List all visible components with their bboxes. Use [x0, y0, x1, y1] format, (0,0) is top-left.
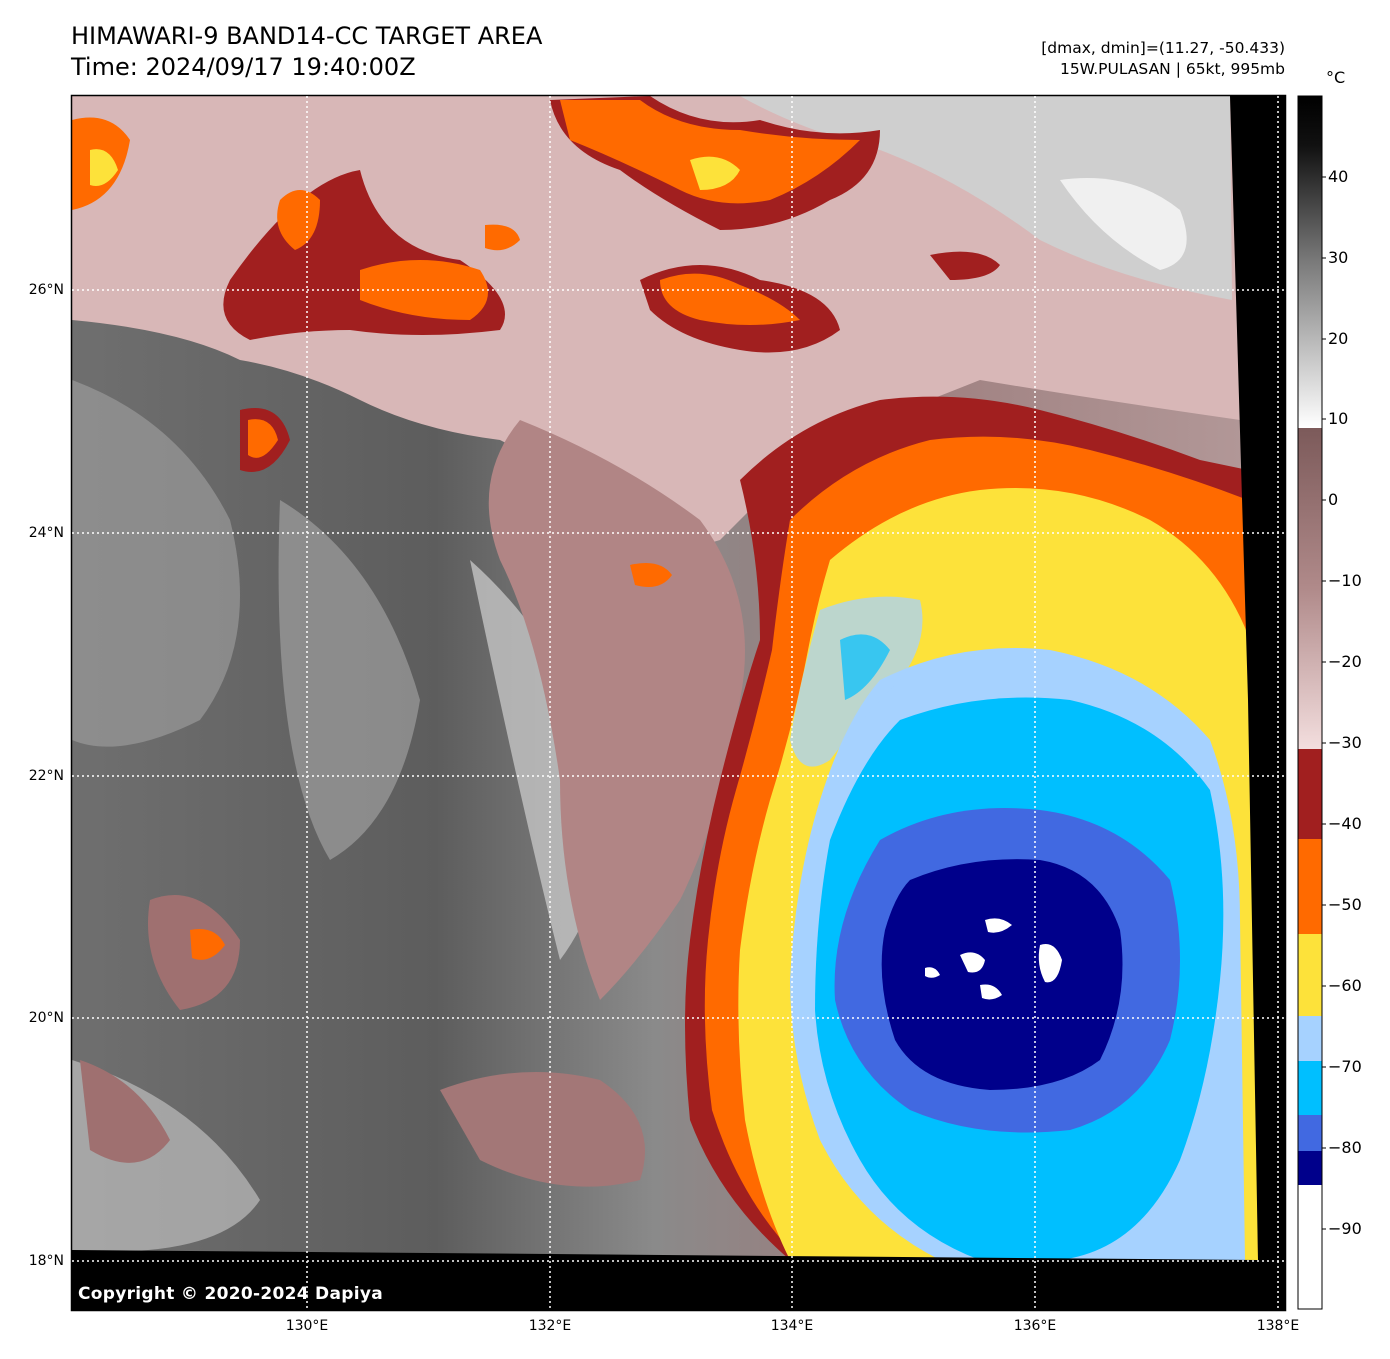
- lat-label-22n: 22°N: [28, 768, 64, 784]
- colorbar-white-segment: [1298, 1185, 1322, 1309]
- colorbar: [1297, 95, 1326, 1310]
- lat-label-20n: 20°N: [28, 1010, 64, 1026]
- colorbar-yellow-segment: [1298, 934, 1322, 1016]
- colorbar-unit: °C: [1326, 68, 1346, 87]
- colorbar-darkred-segment: [1298, 749, 1322, 839]
- colorbar-warm-segment: [1298, 96, 1322, 428]
- map-time: Time: 2024/09/17 19:40:00Z: [71, 53, 416, 81]
- colorbar-tick-label: −20: [1328, 652, 1362, 671]
- lon-label-132e: 132°E: [528, 1318, 572, 1334]
- map-frame: [70, 94, 1287, 1312]
- colorbar-navy-segment: [1298, 1151, 1322, 1185]
- colorbar-tick-label: 0: [1328, 490, 1339, 509]
- dmax-dmin-readout: [dmax, dmin]=(11.27, -50.433): [1041, 39, 1285, 57]
- copyright-label: Copyright © 2020-2024 Dapiya: [78, 1284, 383, 1304]
- lat-label-26n: 26°N: [28, 282, 64, 298]
- colorbar-frame: [1297, 95, 1323, 1310]
- colorbar-royalblue-segment: [1298, 1115, 1322, 1151]
- colorbar-tick-label: −30: [1328, 733, 1362, 752]
- colorbar-pink-segment: [1298, 428, 1322, 749]
- colorbar-skyblue-segment: [1298, 1061, 1322, 1115]
- map-title: HIMAWARI-9 BAND14-CC TARGET AREA: [71, 22, 543, 50]
- colorbar-tick-label: −50: [1328, 895, 1362, 914]
- colorbar-ticks: [1322, 176, 1326, 1230]
- colorbar-tick-label: −70: [1328, 1057, 1362, 1076]
- lon-label-130e: 130°E: [285, 1318, 329, 1334]
- lat-label-18n: 18°N: [28, 1253, 64, 1269]
- colorbar-tick-label: −80: [1328, 1138, 1362, 1157]
- lon-label-138e: 138°E: [1256, 1318, 1300, 1334]
- lat-label-24n: 24°N: [28, 525, 64, 541]
- colorbar-tick-label: −40: [1328, 814, 1362, 833]
- colorbar-lightblue-segment: [1298, 1016, 1322, 1061]
- storm-info: 15W.PULASAN | 65kt, 995mb: [1059, 60, 1285, 78]
- colorbar-tick-label: −10: [1328, 571, 1362, 590]
- colorbar-tick-label: 20: [1328, 329, 1349, 348]
- colorbar-tick-label: −60: [1328, 976, 1362, 995]
- colorbar-orange-segment: [1298, 839, 1322, 934]
- lon-label-136e: 136°E: [1013, 1318, 1057, 1334]
- colorbar-tick-label: 40: [1328, 167, 1349, 186]
- colorbar-tick-label: −90: [1328, 1219, 1362, 1238]
- graticule: [72, 96, 1285, 1310]
- colorbar-tick-label: 10: [1328, 409, 1349, 428]
- colorbar-tick-label: 30: [1328, 248, 1349, 267]
- imagery-layer: [72, 96, 1285, 1310]
- lon-label-134e: 134°E: [770, 1318, 814, 1334]
